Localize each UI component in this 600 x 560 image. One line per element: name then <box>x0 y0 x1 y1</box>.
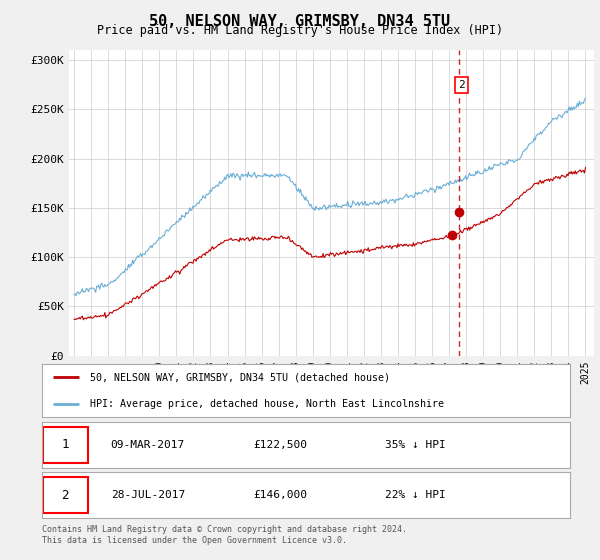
Text: 1: 1 <box>61 438 69 451</box>
Text: 35% ↓ HPI: 35% ↓ HPI <box>385 440 446 450</box>
Text: 2: 2 <box>458 80 465 90</box>
Text: 50, NELSON WAY, GRIMSBY, DN34 5TU: 50, NELSON WAY, GRIMSBY, DN34 5TU <box>149 14 451 29</box>
Text: 22% ↓ HPI: 22% ↓ HPI <box>385 490 446 500</box>
Text: 09-MAR-2017: 09-MAR-2017 <box>110 440 185 450</box>
FancyBboxPatch shape <box>43 427 88 463</box>
Text: Contains HM Land Registry data © Crown copyright and database right 2024.
This d: Contains HM Land Registry data © Crown c… <box>42 525 407 545</box>
Text: 50, NELSON WAY, GRIMSBY, DN34 5TU (detached house): 50, NELSON WAY, GRIMSBY, DN34 5TU (detac… <box>89 372 389 382</box>
Text: HPI: Average price, detached house, North East Lincolnshire: HPI: Average price, detached house, Nort… <box>89 399 443 409</box>
Text: £146,000: £146,000 <box>253 490 307 500</box>
FancyBboxPatch shape <box>43 477 88 513</box>
Text: £122,500: £122,500 <box>253 440 307 450</box>
Text: 2: 2 <box>61 488 69 502</box>
Text: Price paid vs. HM Land Registry's House Price Index (HPI): Price paid vs. HM Land Registry's House … <box>97 24 503 37</box>
Text: 28-JUL-2017: 28-JUL-2017 <box>110 490 185 500</box>
